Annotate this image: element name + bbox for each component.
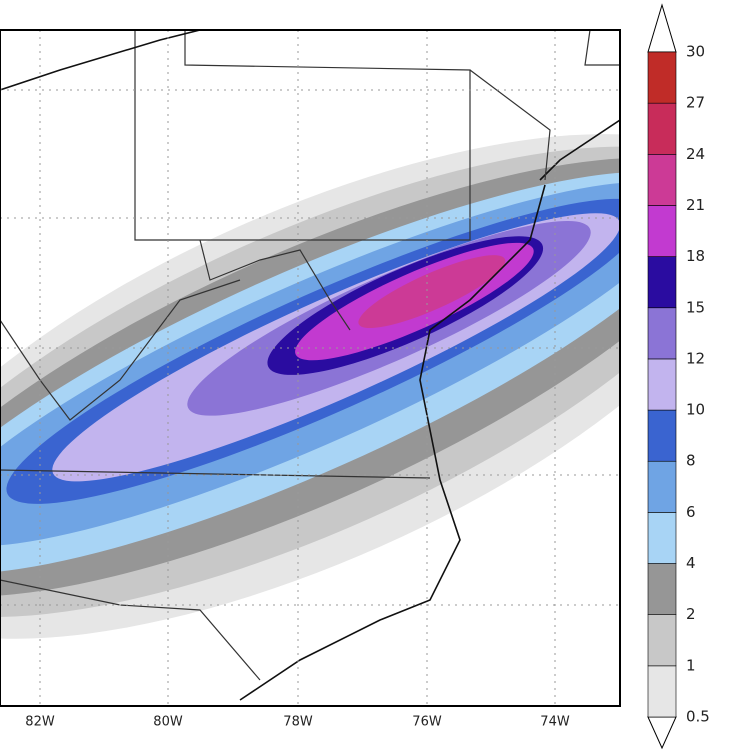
snow-field [0, 134, 620, 639]
colorbar-band [647, 205, 677, 257]
colorbar-label: 4 [686, 554, 696, 572]
colorbar-band [647, 512, 677, 564]
colorbar-label: 2 [686, 605, 696, 623]
colorbar-label: 12 [686, 349, 705, 367]
colorbar-band [647, 102, 677, 155]
x-label: 76W [412, 715, 442, 730]
colorbar-band [647, 358, 677, 411]
x-label: 74W [540, 715, 570, 730]
colorbar-band [647, 409, 677, 462]
colorbar-top-arrow [647, 3, 677, 53]
x-label: 82W [25, 715, 55, 730]
colorbar-band [647, 665, 677, 718]
x-label: 80W [153, 715, 183, 730]
colorbar-label: 0.5 [686, 708, 710, 726]
colorbar-bottom-arrow [647, 716, 677, 750]
colorbar-label: 30 [686, 43, 705, 61]
colorbar-band [647, 563, 677, 615]
x-labels: 82W 80W 78W 76W 74W [25, 715, 570, 730]
grid [0, 30, 620, 706]
colorbar-label: 27 [686, 94, 705, 112]
colorbar-label: 24 [686, 145, 705, 163]
map [0, 30, 620, 706]
colorbar-label: 21 [686, 196, 705, 214]
colorbar-label: 18 [686, 247, 705, 265]
colorbar-band [647, 256, 677, 309]
colorbar-band [647, 154, 677, 206]
colorbar-band [647, 614, 677, 667]
colorbar-label: 8 [686, 452, 696, 470]
colorbar-label: 15 [686, 298, 705, 316]
colorbar-label: 10 [686, 401, 705, 419]
map-frame [0, 29, 621, 707]
x-label: 78W [283, 715, 313, 730]
boundaries [0, 30, 620, 701]
colorbar-band [647, 51, 677, 104]
colorbar-label: 1 [686, 656, 696, 674]
colorbar-band [647, 460, 677, 513]
colorbar-band [647, 307, 677, 360]
colorbar-label: 6 [686, 503, 696, 521]
